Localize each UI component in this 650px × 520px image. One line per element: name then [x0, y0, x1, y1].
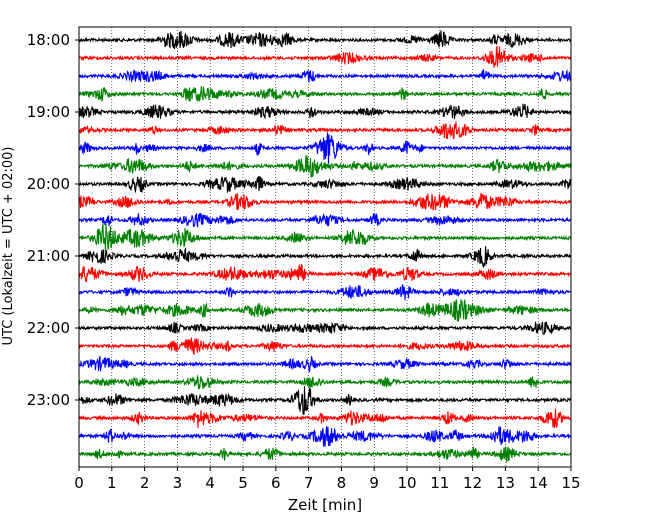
x-tick-label: 9 — [369, 474, 379, 492]
trace-row — [78, 213, 572, 228]
x-tick-label: 3 — [173, 474, 183, 492]
trace-row — [78, 355, 572, 373]
y-tick-label: 22:00 — [27, 319, 70, 337]
traces — [78, 30, 572, 464]
x-tick-label: 14 — [529, 474, 548, 492]
trace-row — [78, 192, 572, 211]
trace-row — [78, 385, 572, 415]
x-tick-label: 15 — [561, 474, 580, 492]
x-tick-label: 5 — [238, 474, 248, 492]
trace-row — [78, 133, 572, 164]
x-tick-label: 4 — [205, 474, 215, 492]
trace-row — [78, 69, 572, 83]
x-tick-label: 7 — [304, 474, 314, 492]
y-tick-label: 20:00 — [27, 175, 70, 193]
y-tick-label: 18:00 — [27, 31, 70, 49]
x-tick-label: 13 — [496, 474, 515, 492]
trace-row — [78, 246, 572, 269]
x-tick-label: 6 — [271, 474, 281, 492]
trace-row — [78, 85, 572, 102]
trace-row — [78, 121, 572, 140]
x-tick-label: 12 — [463, 474, 482, 492]
y-tick-label: 21:00 — [27, 247, 70, 265]
y-tick-label: 19:00 — [27, 103, 70, 121]
x-axis: 0 1 2 3 4 5 6 7 8 9 10 11 12 13 14 15 — [74, 467, 581, 492]
x-tick-label: 0 — [74, 474, 84, 492]
trace-row — [78, 299, 572, 322]
trace-row — [78, 45, 572, 68]
x-tick-label: 10 — [397, 474, 416, 492]
x-tick-label: 11 — [430, 474, 449, 492]
y-axis: 18:00 19:00 20:00 21:00 22:00 23:00 — [27, 31, 79, 409]
trace-row — [78, 103, 572, 120]
plot-frame — [78, 26, 572, 468]
x-tick-label: 1 — [107, 474, 117, 492]
trace-row — [78, 284, 572, 301]
trace-row — [78, 408, 572, 429]
trace-row — [78, 426, 572, 447]
trace-row — [78, 321, 572, 335]
trace-row — [78, 154, 572, 178]
trace-row — [78, 223, 572, 253]
y-tick-label: 23:00 — [27, 391, 70, 409]
trace-row — [78, 337, 572, 355]
x-axis-label: Zeit [min] — [288, 496, 362, 514]
trace-row — [78, 176, 572, 194]
trace-row — [78, 374, 572, 390]
trace-row — [78, 446, 572, 464]
trace-row — [78, 263, 572, 283]
x-tick-label: 8 — [337, 474, 347, 492]
y-axis-label: UTC (Lokalzeit = UTC + 02:00) — [1, 147, 16, 346]
x-tick-label: 2 — [140, 474, 150, 492]
trace-row — [78, 30, 572, 49]
